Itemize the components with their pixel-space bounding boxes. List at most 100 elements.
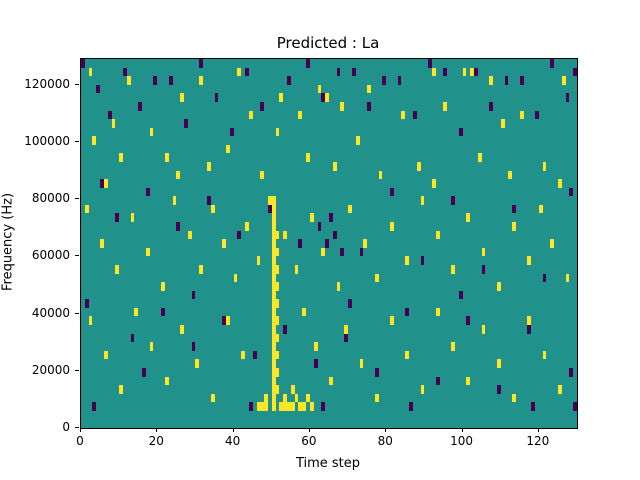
heatmap-cell — [100, 179, 104, 188]
y-tick-label: 80000 — [31, 191, 70, 206]
heatmap-cell — [332, 161, 337, 171]
x-tick-mark — [308, 428, 310, 432]
heatmap-cell — [206, 161, 211, 171]
heatmap-cell — [271, 222, 276, 231]
heatmap-cell — [92, 402, 97, 411]
heatmap-cell — [187, 230, 192, 240]
heatmap-cell — [264, 402, 268, 411]
heatmap-cell — [275, 350, 280, 360]
heatmap-cell — [92, 136, 97, 145]
heatmap-cell — [420, 196, 425, 205]
plot-area — [80, 58, 578, 429]
heatmap-cell — [100, 239, 104, 248]
heatmap-cell — [145, 247, 150, 257]
heatmap-cell — [481, 325, 486, 334]
heatmap-cell — [317, 222, 322, 231]
heatmap-cell — [542, 161, 547, 171]
y-tick-label: 40000 — [31, 305, 70, 320]
heatmap-cell — [145, 187, 150, 197]
heatmap-cell — [420, 256, 425, 265]
y-tick-mark — [75, 369, 79, 371]
heatmap-cell — [134, 307, 139, 317]
heatmap-cell — [458, 290, 463, 300]
heatmap-cell — [557, 179, 562, 188]
heatmap-cell — [363, 239, 368, 248]
heatmap-cell — [287, 402, 291, 411]
heatmap-cell — [103, 350, 108, 360]
heatmap-cell — [195, 359, 200, 368]
heatmap-cell — [222, 316, 226, 326]
heatmap-cell — [325, 239, 329, 248]
heatmap-cell — [130, 333, 135, 343]
heatmap-cell — [382, 76, 387, 85]
heatmap-cell — [351, 67, 356, 77]
heatmap-cell — [119, 385, 123, 394]
heatmap-cell — [225, 316, 230, 326]
heatmap-cell — [336, 282, 341, 291]
heatmap-cell — [267, 204, 272, 214]
heatmap-cell — [466, 376, 471, 386]
heatmap-cell — [115, 213, 120, 223]
heatmap-cell — [115, 264, 120, 274]
heatmap-cell — [405, 307, 410, 317]
heatmap-cell — [210, 204, 215, 214]
heatmap-cell — [306, 393, 310, 403]
heatmap-cell — [271, 393, 276, 403]
heatmap-cell — [214, 93, 219, 102]
heatmap-cell — [527, 325, 532, 334]
heatmap-cell — [561, 76, 566, 85]
y-tick-mark — [75, 255, 79, 257]
heatmap-cell — [550, 239, 555, 248]
heatmap-cell — [306, 153, 310, 162]
heatmap-cell — [428, 59, 432, 68]
heatmap-cell — [489, 76, 494, 85]
heatmap-cell — [271, 290, 276, 300]
heatmap-cell — [409, 402, 413, 411]
heatmap-cell — [290, 402, 295, 411]
heatmap-cell — [355, 136, 360, 145]
heatmap-cell — [271, 333, 276, 343]
heatmap-cell — [496, 385, 501, 394]
heatmap-cell — [199, 59, 204, 68]
heatmap-cell — [271, 359, 276, 368]
heatmap-cell — [531, 402, 536, 411]
heatmap-cell — [527, 256, 532, 265]
heatmap-cell — [225, 144, 230, 154]
heatmap-cell — [287, 76, 291, 85]
heatmap-cell — [271, 350, 276, 360]
heatmap-cell — [519, 110, 524, 120]
heatmap-cell — [271, 325, 276, 334]
heatmap-cell — [390, 316, 394, 326]
heatmap-cell — [462, 67, 467, 77]
heatmap-cell — [481, 264, 486, 274]
heatmap-cell — [412, 110, 417, 120]
x-tick-label: 80 — [377, 434, 393, 448]
heatmap-cell — [489, 101, 494, 111]
heatmap-cell — [432, 67, 436, 77]
y-tick-mark — [75, 198, 79, 200]
heatmap-cell — [271, 342, 276, 351]
heatmap-cell — [279, 402, 284, 411]
heatmap-cell — [283, 230, 288, 240]
heatmap-cell — [222, 239, 226, 248]
heatmap-cell — [256, 402, 261, 411]
heatmap-cell — [164, 153, 169, 162]
heatmap-cell — [96, 84, 101, 94]
x-tick-label: 100 — [450, 434, 473, 448]
heatmap-cell — [298, 110, 303, 120]
heatmap-cell — [443, 101, 448, 111]
heatmap-cell — [103, 179, 108, 188]
heatmap-cell — [199, 264, 204, 274]
heatmap-cell — [275, 247, 280, 257]
heatmap-cell — [81, 59, 85, 68]
heatmap-cell — [260, 101, 265, 111]
heatmap-cell — [191, 290, 196, 300]
heatmap-cell — [313, 359, 318, 368]
heatmap-cell — [275, 299, 280, 308]
heatmap-cell — [390, 187, 394, 197]
heatmap-cell — [184, 119, 188, 128]
heatmap-cell — [451, 264, 455, 274]
heatmap-cell — [248, 110, 253, 120]
heatmap-cell — [88, 316, 93, 326]
heatmap-cell — [420, 385, 425, 394]
